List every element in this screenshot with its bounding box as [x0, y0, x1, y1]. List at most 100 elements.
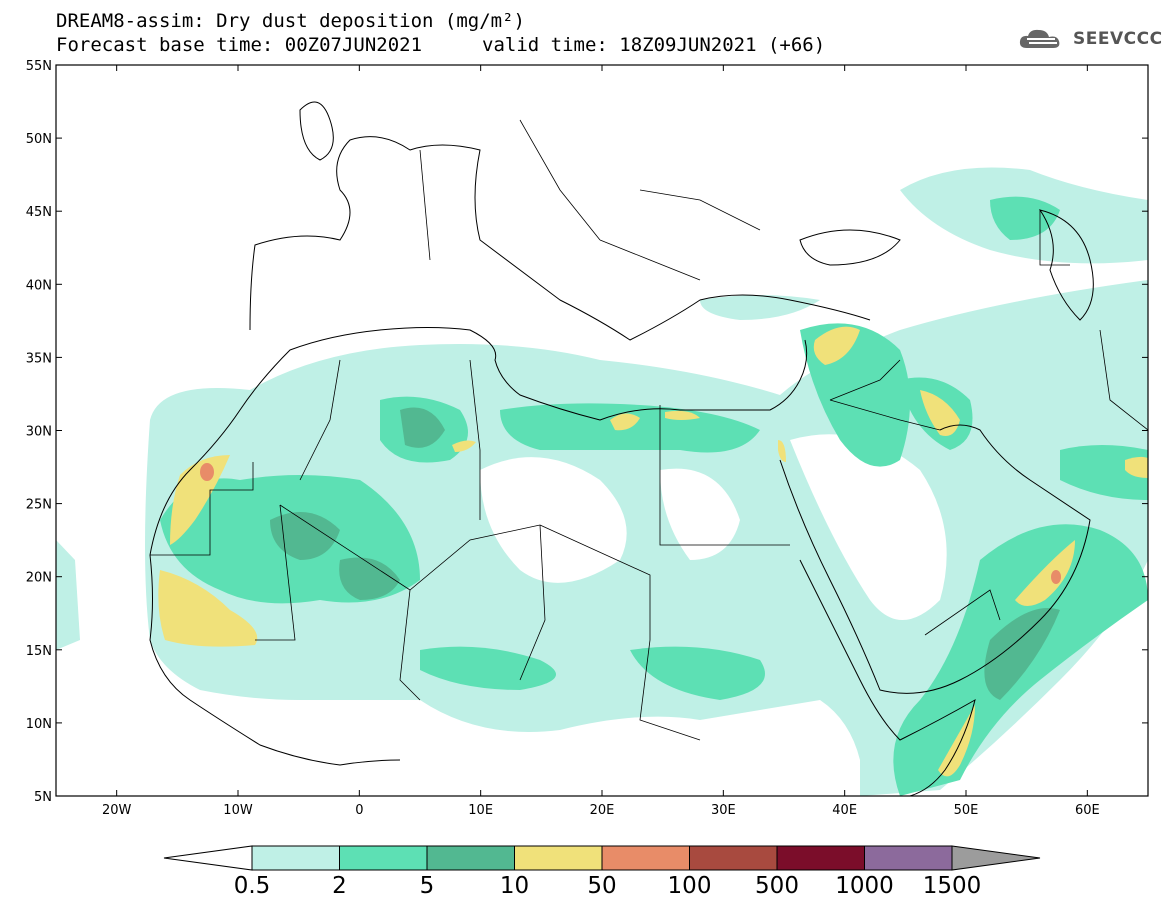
colorbar-bin [514, 845, 603, 871]
lat-tick-label: 50N [26, 132, 52, 147]
coastline-arabia [779, 424, 1091, 694]
border [539, 524, 651, 640]
lon-tick-label: 60E [1075, 803, 1100, 818]
forecast-base-time: Forecast base time: 00Z07JUN2021 [56, 34, 423, 56]
border [399, 589, 421, 701]
lon-tick-label: 10E [468, 803, 493, 818]
colorbar-label: 500 [755, 873, 799, 899]
lon-tick-label: 20E [590, 803, 615, 818]
coastline-west-africa [149, 554, 401, 766]
dust-level-5 [984, 608, 1060, 700]
lon-tick-label: 0 [355, 803, 363, 818]
dust-level-50 [1051, 570, 1061, 584]
dust-level-2 [630, 646, 765, 700]
colorbar-label: 1500 [923, 873, 982, 899]
lat-tick-label: 45N [26, 205, 52, 220]
seevccc-logo: SEEVCCC [1017, 26, 1163, 52]
colorbar-bin [251, 845, 340, 871]
dust-field [56, 101, 1148, 796]
colorbar-high-arrow [951, 845, 1041, 871]
lat-tick-label: 40N [26, 278, 52, 293]
border [419, 149, 431, 261]
border [279, 504, 541, 591]
colorbar-bin [864, 845, 953, 871]
border [150, 462, 254, 556]
colorbar-bin [601, 845, 690, 871]
dust-level-10 [813, 326, 860, 365]
dust-level-50 [200, 463, 214, 481]
colorbar-label: 50 [587, 873, 616, 899]
colorbar-label: 2 [332, 873, 347, 899]
border [299, 359, 341, 481]
dust-level-10 [1015, 540, 1075, 606]
dust-level-10 [778, 440, 786, 462]
border [639, 639, 701, 741]
coastlines [149, 101, 1094, 796]
border [924, 589, 1001, 636]
border [1099, 329, 1148, 431]
dust-gap [790, 434, 947, 620]
colorbar-label: 0.5 [234, 873, 271, 899]
border [519, 119, 601, 241]
border [519, 524, 546, 681]
coastline-north-africa [149, 327, 808, 556]
country-borders [150, 119, 1148, 741]
coastline-black-sea [799, 229, 901, 266]
dust-level-10 [170, 455, 230, 545]
colorbar-label: 1000 [835, 873, 894, 899]
dust-level-10 [452, 440, 476, 452]
lat-tick-label: 35N [26, 351, 52, 366]
lon-tick-label: 30E [711, 803, 736, 818]
dust-gap [660, 468, 740, 560]
lon-tick-label: 40E [832, 803, 857, 818]
map-title: DREAM8-assim: Dry dust deposition (mg/m²… [56, 10, 525, 32]
colorbar-bin [339, 845, 428, 871]
colorbar-bin [776, 845, 865, 871]
colorbar-bin [689, 845, 778, 871]
cloud-logo-icon [1019, 29, 1060, 48]
border [639, 189, 761, 231]
border [829, 399, 941, 431]
dust-level-10 [665, 410, 700, 420]
border [599, 239, 701, 281]
dust-level-2 [990, 196, 1060, 240]
colorbar-bin [426, 845, 515, 871]
dust-level-10 [610, 413, 640, 431]
border [829, 359, 901, 401]
dust-level-2 [420, 646, 556, 690]
coastline-caspian [1038, 209, 1094, 321]
colorbar-label: 5 [420, 873, 435, 899]
lat-tick-label: 55N [26, 59, 52, 74]
colorbar-label: 100 [668, 873, 712, 899]
dust-level-10 [920, 390, 960, 436]
lon-tick-label: 10W [223, 803, 253, 818]
border [469, 359, 481, 520]
colorbar: 0.5 2 5 10 50 100 500 1000 1500 [163, 845, 1041, 899]
lat-tick-label: 30N [26, 425, 52, 440]
dust-level-10 [1125, 456, 1148, 478]
lat-tick-label: 15N [26, 644, 52, 659]
dust-level-2 [1060, 445, 1148, 500]
dust-level-10 [938, 705, 975, 777]
dust-level-5 [270, 512, 340, 560]
dust-gap [480, 457, 627, 583]
lon-axis: 20W 10W 0 10E 20E 30E 40E 50E 60E [102, 65, 1100, 818]
dust-level-5 [339, 557, 400, 600]
lat-tick-label: 25N [26, 498, 52, 513]
coastline-britain [299, 101, 334, 161]
lat-axis: 55N 50N 45N 40N 35N 30N 25N 20N 15N 10N 5N [26, 59, 1148, 805]
colorbar-label: 10 [500, 873, 529, 899]
lat-tick-label: 20N [26, 571, 52, 586]
logo-text: SEEVCCC [1073, 29, 1163, 49]
coastline-europe [249, 136, 871, 341]
dust-level-5 [400, 407, 445, 448]
dust-level-0p5 [700, 295, 820, 320]
dust-level-0p5 [56, 540, 80, 650]
lat-tick-label: 10N [26, 717, 52, 732]
border [1039, 210, 1070, 266]
colorbar-low-arrow [163, 845, 253, 871]
border [659, 405, 790, 546]
lat-tick-label: 5N [34, 790, 52, 805]
lon-tick-label: 50E [954, 803, 979, 818]
